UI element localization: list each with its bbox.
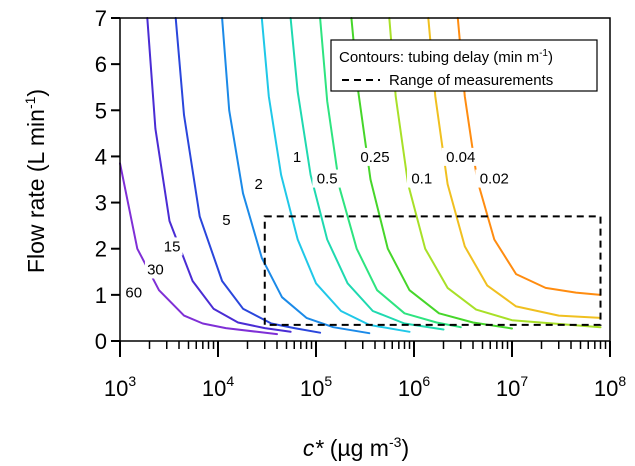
- plot-frame: [119, 17, 611, 342]
- contour-label-bg-1: [290, 147, 304, 166]
- x-axis-ticks: 103 104 105 106 107 108: [104, 341, 626, 401]
- contour-label-bg-15: [161, 237, 183, 256]
- contour-label-bg-5: [220, 211, 233, 230]
- x-tick-label: 105: [300, 373, 332, 401]
- y-tick-label: 3: [95, 191, 107, 216]
- y-axis-ticks: 0 1 2 3 4 5 6 7: [95, 6, 120, 354]
- contour-line-1: [289, 17, 445, 331]
- x-tick-label: 103: [104, 373, 136, 401]
- contour-line-5: [221, 17, 371, 335]
- contour-label-bg-0.04: [441, 147, 480, 166]
- contour-line-2: [260, 17, 411, 333]
- contour-label-0.25: 0.25: [360, 149, 389, 166]
- legend-title: Contours: tubing delay (min m-1): [339, 48, 553, 66]
- contour-label-0.04: 0.04: [446, 149, 475, 166]
- x-tick-label: 104: [202, 373, 234, 401]
- contour-label-bg-0.25: [356, 147, 395, 166]
- contour-label-60: 60: [125, 285, 142, 302]
- y-tick-label: 6: [95, 52, 107, 77]
- contour-label-5: 5: [222, 212, 230, 229]
- legend-dashed-label: Range of measurements: [389, 72, 553, 89]
- x-axis-title-sup: -3: [389, 434, 402, 450]
- y-tick-label: 4: [95, 144, 107, 169]
- contour-label-0.02: 0.02: [480, 171, 509, 188]
- contour-label-15: 15: [164, 238, 181, 255]
- contour-label-1: 1: [293, 149, 301, 166]
- contour-line-0.1: [388, 17, 602, 329]
- contour-line-0.04: [427, 17, 602, 319]
- contour-label-bg-60: [123, 283, 145, 302]
- series-layer: [119, 17, 602, 336]
- x-tick-label: 108: [594, 373, 626, 401]
- contour-line-0.5: [319, 17, 462, 329]
- contour-label-bg-0.02: [475, 169, 514, 188]
- y-tick-label: 5: [95, 98, 107, 123]
- y-tick-label: 0: [95, 329, 107, 354]
- contour-line-0.25: [350, 17, 513, 330]
- contour-label-0.1: 0.1: [411, 171, 432, 188]
- contour-label-2: 2: [254, 176, 262, 193]
- contour-label-bg-2: [252, 175, 265, 194]
- contour-line-0.02: [456, 17, 602, 296]
- y-tick-label: 7: [95, 6, 107, 31]
- x-tick-label: 106: [398, 373, 430, 401]
- y-tick-label: 1: [95, 283, 107, 308]
- contour-label-bg-0.1: [407, 169, 437, 188]
- x-tick-label: 107: [496, 373, 528, 401]
- contour-line-15: [174, 17, 322, 334]
- contour-label-30: 30: [147, 261, 164, 278]
- measurement-range-box: [263, 215, 602, 326]
- contour-label-bg-30: [144, 260, 166, 279]
- y-axis-title: Flow rate (L min-1): [22, 89, 49, 273]
- y-tick-label: 2: [95, 237, 107, 262]
- y-axis-title-sup: -1: [22, 96, 38, 109]
- contour-label-0.5: 0.5: [317, 171, 338, 188]
- legend-box: [330, 39, 598, 92]
- x-axis-title: c* (µg m-3): [303, 434, 409, 461]
- contour-line-30: [146, 17, 292, 333]
- contour-line-60: [119, 162, 278, 336]
- legend: Contours: tubing delay (min m-1) Range o…: [330, 39, 598, 92]
- contour-label-bg-0.5: [312, 169, 342, 188]
